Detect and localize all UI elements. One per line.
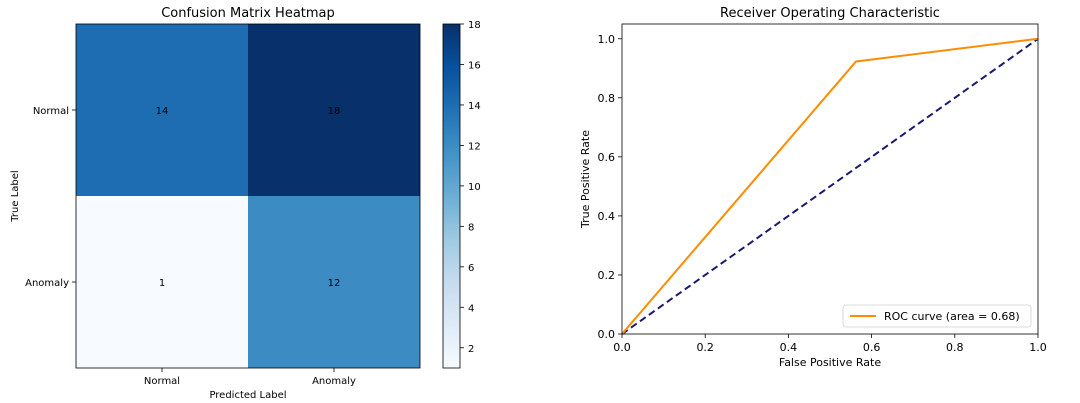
roc-ytick-label: 0.8 [598,92,616,105]
colorbar-tick-label: 8 [468,222,474,233]
roc-xtick-label: 0.2 [696,341,714,354]
legend-label: ROC curve (area = 0.68) [884,310,1020,323]
roc-ytick-label: 0.2 [598,269,616,282]
colorbar-tick-label: 6 [468,263,474,274]
heatmap-ylabel: True Label [10,170,21,222]
heatmap-xlabel: Predicted Label [209,390,286,401]
roc-legend: ROC curve (area = 0.68) [842,304,1032,328]
roc-xtick-label: 1.0 [1029,341,1047,354]
heatmap-ytick-label: Anomaly [25,278,69,289]
roc-chart: Receiver Operating Characteristic 0.0 0.2… [579,6,1047,369]
heatmap-cell [76,196,248,368]
roc-ylabel: True Positive Rate [579,130,592,229]
roc-xtick-label: 0.6 [863,341,881,354]
roc-title: Receiver Operating Characteristic [720,6,940,21]
heatmap-cell-value: 1 [159,278,165,289]
heatmap-xtick-label: Anomaly [312,376,356,387]
heatmap-title: Confusion Matrix Heatmap [161,6,335,21]
roc-xtick-label: 0.0 [613,341,631,354]
heatmap-cell [248,24,420,196]
heatmap-cell-value: 12 [328,278,341,289]
roc-xtick-label: 0.8 [946,341,964,354]
roc-xlabel: False Positive Rate [779,356,881,369]
heatmap-cell-value: 14 [156,106,169,117]
roc-ytick-label: 0.6 [598,151,616,164]
colorbar-tick-label: 10 [468,182,481,193]
roc-ytick-label: 1.0 [598,33,616,46]
roc-xtick-label: 0.4 [780,341,798,354]
roc-ytick-label: 0.0 [598,328,616,341]
roc-ytick-label: 0.4 [598,210,616,223]
roc-curve-line [621,37,1039,335]
heatmap-ytick-label: Normal [33,106,69,117]
colorbar [442,23,461,369]
heatmap-frame [75,23,421,369]
heatmap-cell [248,196,420,368]
colorbar-tick-label: 2 [468,344,474,355]
roc-frame [621,23,1039,335]
heatmap-cell-value: 18 [328,106,341,117]
colorbar-tick-label: 4 [468,303,474,314]
heatmap-cell [76,24,248,196]
confusion-matrix-chart: Confusion Matrix Heatmap 14 18 1 12 Normal A… [10,6,481,401]
colorbar-tick-label: 16 [468,60,481,71]
heatmap-xtick-label: Normal [144,376,180,387]
colorbar-tick-label: 12 [468,141,481,152]
colorbar-tick-label: 14 [468,101,481,112]
legend-box [842,304,1032,328]
colorbar-tick-label: 18 [468,20,481,31]
chance-line [621,37,1039,335]
